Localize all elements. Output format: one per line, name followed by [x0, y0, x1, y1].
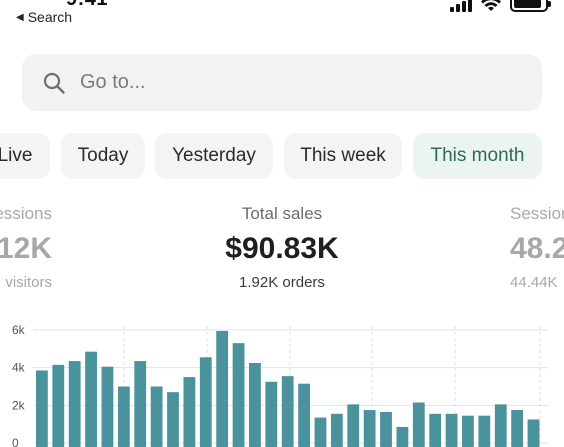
tab-this-month[interactable]: This month — [413, 133, 542, 179]
chart-bar[interactable] — [445, 413, 458, 447]
chart-bar[interactable] — [281, 376, 294, 447]
chart-bar[interactable] — [347, 404, 360, 447]
search-bar[interactable] — [22, 54, 542, 111]
chart-bar[interactable] — [527, 419, 540, 447]
status-time: 9:41 — [66, 0, 108, 11]
battery-icon — [510, 0, 551, 12]
metric-value: $90.83K — [225, 232, 339, 265]
chart-bar[interactable] — [101, 366, 114, 447]
y-tick-label: 2k — [12, 398, 26, 412]
y-tick-label: 4k — [12, 361, 26, 375]
chart-bar[interactable] — [330, 413, 343, 447]
metric-label: Total sales — [241, 204, 323, 223]
tab-live[interactable]: Live — [0, 133, 50, 179]
chart-bar[interactable] — [380, 411, 392, 447]
back-button[interactable]: ◀ Search — [16, 9, 72, 25]
chart-bar[interactable] — [396, 426, 409, 447]
chart-bar[interactable] — [68, 361, 81, 447]
metric-value: 48.2K — [510, 232, 564, 265]
chart-bar[interactable] — [117, 386, 130, 447]
cellular-signal-icon — [450, 0, 472, 12]
chart-bar[interactable] — [265, 381, 278, 447]
chart-bar[interactable] — [314, 417, 327, 447]
metric-sub: 1.92K orders — [239, 274, 325, 291]
chart-bar[interactable] — [199, 357, 212, 447]
metric-value: 12K — [0, 232, 52, 265]
chart-bar[interactable] — [52, 364, 65, 447]
date-range-tabs: Live Today Yesterday This week This mont… — [0, 133, 564, 179]
tab-today[interactable]: Today — [61, 133, 145, 179]
metric-sub: 44.44K — [510, 274, 558, 291]
metric-total-sales[interactable]: Total sales $90.83K 1.92K orders — [162, 203, 402, 293]
y-tick-label: 6k — [12, 323, 26, 337]
chart-bar[interactable] — [363, 410, 376, 447]
chart-bar[interactable] — [85, 351, 97, 447]
chart-bar[interactable] — [167, 392, 179, 447]
metric-sub: visitors — [5, 274, 52, 291]
chart-bar[interactable] — [478, 415, 491, 447]
chart-bar[interactable] — [232, 343, 245, 447]
back-label: Search — [27, 9, 73, 25]
tab-yesterday[interactable]: Yesterday — [155, 133, 273, 179]
tab-this-week[interactable]: This week — [284, 133, 402, 179]
chart-bar[interactable] — [249, 362, 261, 447]
chart-bar[interactable] — [298, 383, 310, 447]
search-input[interactable] — [80, 71, 520, 94]
chart-bar[interactable] — [412, 402, 425, 447]
chart-bar[interactable] — [216, 330, 229, 447]
metric-label: Sessions — [510, 204, 564, 223]
search-icon — [43, 72, 65, 94]
chart-bar[interactable] — [150, 386, 163, 447]
wifi-icon — [481, 0, 501, 11]
chart-bar[interactable] — [183, 377, 196, 447]
chart-bar[interactable] — [429, 413, 442, 447]
metric-label: Sessions — [0, 204, 52, 223]
status-icons — [450, 0, 551, 12]
back-arrow-icon: ◀ — [16, 11, 24, 23]
metric-sessions-left[interactable]: Sessions 12K visitors — [0, 203, 52, 293]
chart-bar[interactable] — [511, 410, 524, 447]
chart-bar[interactable] — [36, 370, 48, 447]
sales-bar-chart: 0 2k 4k 6k — [12, 323, 548, 447]
chart-bar[interactable] — [462, 415, 474, 447]
y-tick-label: 0 — [12, 436, 19, 447]
chart-bar[interactable] — [494, 404, 507, 447]
chart-bar[interactable] — [134, 361, 147, 447]
metric-sessions-right[interactable]: Sessions 48.2K 44.44K — [510, 203, 564, 293]
